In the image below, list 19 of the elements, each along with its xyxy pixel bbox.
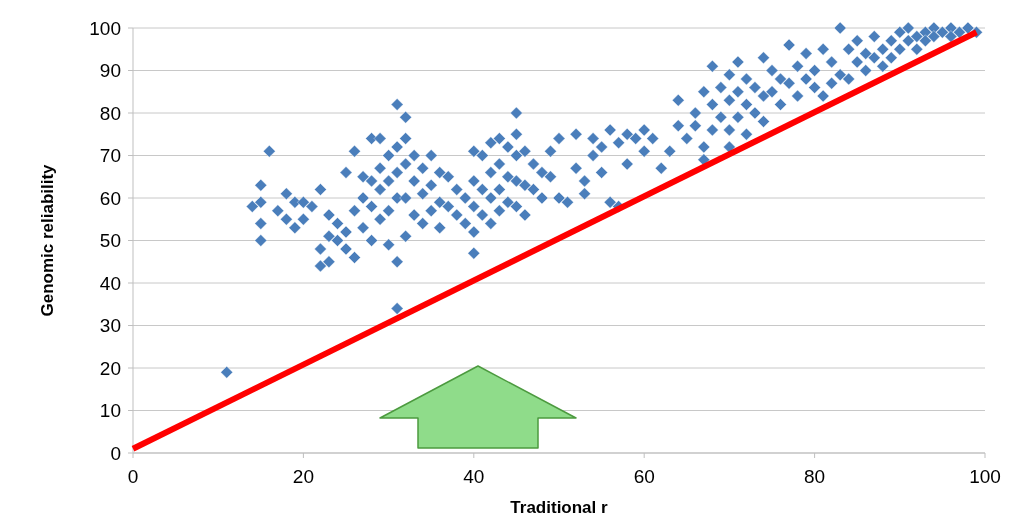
y-tick-label: 30 xyxy=(99,315,121,337)
y-tick-label: 100 xyxy=(89,17,121,39)
x-tick-label: 40 xyxy=(463,466,485,487)
y-tick-label: 80 xyxy=(99,102,121,124)
x-tick-label: 60 xyxy=(633,466,655,487)
y-tick-label: 70 xyxy=(99,145,121,167)
y-axis-title: Genomic reliability xyxy=(38,163,57,317)
y-tick-label: 60 xyxy=(99,187,121,209)
x-tick-label: 20 xyxy=(292,466,314,487)
y-tick-label: 90 xyxy=(99,60,121,82)
y-tick-label: 40 xyxy=(99,272,121,294)
x-tick-label: 0 xyxy=(127,466,139,487)
x-tick-label: 80 xyxy=(804,466,826,487)
y-tick-label: 0 xyxy=(110,442,121,464)
x-tick-label: 100 xyxy=(969,466,1001,487)
x-axis-title: Traditional r xyxy=(510,498,609,517)
y-tick-label: 10 xyxy=(99,400,121,422)
y-tick-label: 50 xyxy=(99,230,121,252)
y-tick-label: 20 xyxy=(99,357,121,379)
